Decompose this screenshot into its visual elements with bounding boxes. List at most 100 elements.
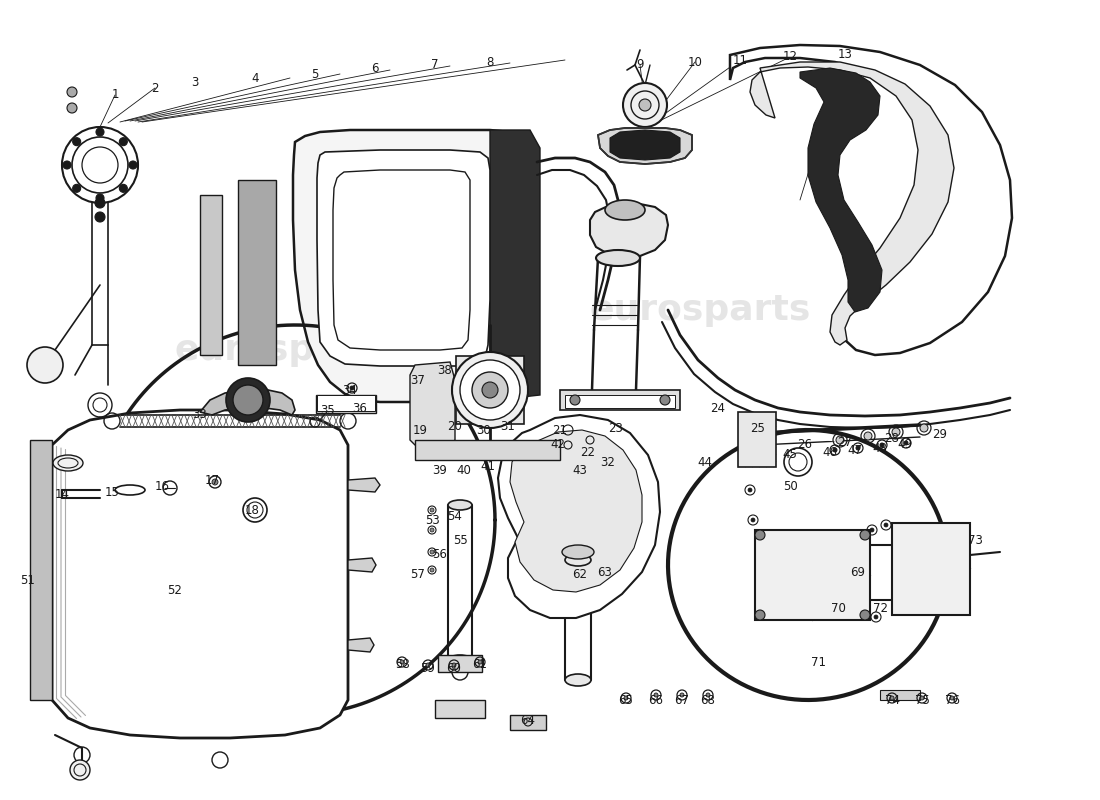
Polygon shape [348,478,380,492]
Polygon shape [348,558,376,572]
Circle shape [832,542,852,562]
Text: 11: 11 [733,54,748,66]
Ellipse shape [448,655,472,665]
Ellipse shape [448,500,472,510]
Circle shape [460,360,520,420]
Text: 37: 37 [410,374,426,386]
Text: 36: 36 [353,402,367,414]
Circle shape [874,615,878,619]
Text: 40: 40 [456,463,472,477]
Text: 60: 60 [447,662,461,674]
Circle shape [452,352,528,428]
Text: 7: 7 [431,58,439,71]
Text: 73: 73 [968,534,982,546]
Text: 20: 20 [448,421,462,434]
Text: 74: 74 [884,694,900,706]
Text: 35: 35 [320,403,336,417]
Circle shape [884,523,888,527]
Circle shape [95,212,104,222]
Text: 63: 63 [597,566,613,578]
Circle shape [430,550,434,554]
Text: 50: 50 [782,481,797,494]
Text: 27: 27 [837,435,852,449]
Text: 17: 17 [205,474,220,486]
Text: 14: 14 [55,489,69,502]
Circle shape [833,448,837,452]
Circle shape [119,184,128,192]
Text: 68: 68 [701,694,715,706]
Circle shape [892,428,900,436]
Text: 22: 22 [581,446,595,458]
Circle shape [70,760,90,780]
Circle shape [639,99,651,111]
Text: 64: 64 [520,714,536,726]
Text: 2: 2 [152,82,158,94]
Circle shape [95,198,104,208]
Circle shape [482,382,498,398]
Circle shape [755,530,764,540]
Circle shape [226,378,270,422]
Text: 12: 12 [782,50,797,63]
Circle shape [748,488,752,492]
Text: 62: 62 [572,569,587,582]
Circle shape [73,184,80,192]
Circle shape [920,424,928,432]
Text: 48: 48 [872,442,888,454]
Ellipse shape [596,250,640,266]
Circle shape [856,446,860,450]
Circle shape [836,436,844,444]
Polygon shape [510,430,642,592]
Polygon shape [590,204,668,258]
Circle shape [751,518,755,522]
Circle shape [755,610,764,620]
Text: 45: 45 [782,449,797,462]
Bar [30,440,52,700]
Circle shape [916,531,944,559]
Text: 46: 46 [823,446,837,459]
Text: 39: 39 [432,463,448,477]
Text: 15: 15 [104,486,120,498]
Text: 8: 8 [486,55,494,69]
Polygon shape [293,130,538,402]
Text: 58: 58 [395,658,409,671]
Polygon shape [755,530,870,620]
Text: 5: 5 [311,67,319,81]
Circle shape [472,372,508,408]
Text: 51: 51 [21,574,35,586]
Polygon shape [610,130,680,160]
Polygon shape [52,410,348,738]
Circle shape [706,693,710,697]
Text: 19: 19 [412,423,428,437]
Circle shape [233,385,263,415]
Ellipse shape [565,674,591,686]
Circle shape [864,432,872,440]
Polygon shape [560,390,680,410]
Text: 34: 34 [342,383,358,397]
Text: 32: 32 [601,455,615,469]
Circle shape [660,395,670,405]
Text: 44: 44 [697,455,713,469]
Polygon shape [510,715,546,730]
Text: 24: 24 [711,402,726,414]
Circle shape [478,660,482,664]
Text: 55: 55 [452,534,468,546]
Text: 47: 47 [847,443,862,457]
Circle shape [623,83,667,127]
Text: 72: 72 [872,602,888,614]
Circle shape [350,386,354,390]
Circle shape [212,479,218,485]
Polygon shape [730,45,1012,355]
Text: 13: 13 [837,47,852,61]
Text: 33: 33 [192,409,208,422]
Circle shape [950,696,954,700]
Circle shape [96,128,104,136]
Bar [200,195,222,355]
Circle shape [890,696,894,700]
Bar [317,395,375,411]
Circle shape [774,588,794,608]
Circle shape [430,508,434,512]
Polygon shape [348,638,374,652]
Bar [738,412,775,467]
Circle shape [73,138,80,146]
Text: 10: 10 [688,55,703,69]
